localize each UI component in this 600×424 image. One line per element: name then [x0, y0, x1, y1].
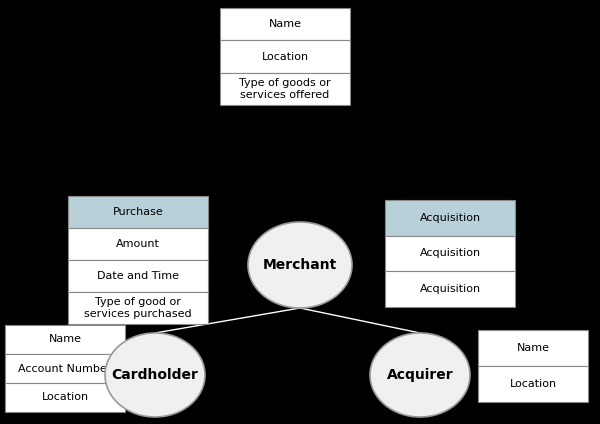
Text: Account Number: Account Number	[19, 363, 112, 374]
Text: Type of good or
services purchased: Type of good or services purchased	[84, 297, 192, 319]
Text: Acquisition: Acquisition	[419, 213, 481, 223]
FancyBboxPatch shape	[220, 8, 350, 40]
Text: Acquisition: Acquisition	[419, 248, 481, 259]
FancyBboxPatch shape	[478, 366, 588, 402]
FancyBboxPatch shape	[478, 330, 588, 366]
Text: Cardholder: Cardholder	[112, 368, 199, 382]
Text: Name: Name	[269, 19, 302, 29]
Text: Amount: Amount	[116, 239, 160, 249]
FancyBboxPatch shape	[385, 271, 515, 307]
FancyBboxPatch shape	[68, 260, 208, 292]
FancyBboxPatch shape	[5, 354, 125, 383]
FancyBboxPatch shape	[220, 73, 350, 105]
Text: Location: Location	[41, 393, 89, 402]
FancyBboxPatch shape	[68, 228, 208, 260]
Text: Location: Location	[262, 51, 308, 61]
Text: Name: Name	[49, 335, 82, 344]
FancyBboxPatch shape	[68, 292, 208, 324]
FancyBboxPatch shape	[5, 383, 125, 412]
Ellipse shape	[248, 222, 352, 308]
FancyBboxPatch shape	[5, 325, 125, 354]
Ellipse shape	[370, 333, 470, 417]
FancyBboxPatch shape	[385, 200, 515, 236]
Text: Name: Name	[517, 343, 550, 353]
Text: Acquirer: Acquirer	[386, 368, 454, 382]
FancyBboxPatch shape	[385, 236, 515, 271]
FancyBboxPatch shape	[220, 40, 350, 73]
Text: Acquisition: Acquisition	[419, 284, 481, 294]
Text: Type of goods or
services offered: Type of goods or services offered	[239, 78, 331, 100]
Text: Location: Location	[509, 379, 557, 389]
Text: Merchant: Merchant	[263, 258, 337, 272]
Ellipse shape	[105, 333, 205, 417]
Text: Purchase: Purchase	[113, 207, 163, 217]
FancyBboxPatch shape	[68, 196, 208, 228]
Text: Date and Time: Date and Time	[97, 271, 179, 281]
